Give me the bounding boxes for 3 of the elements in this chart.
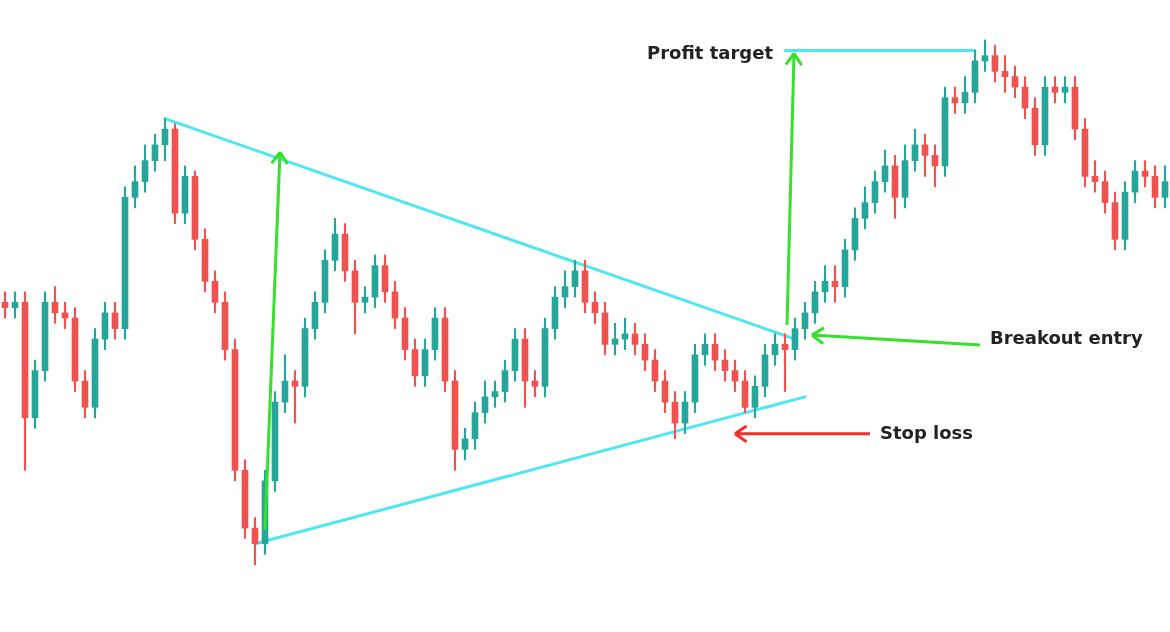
annotation: Stop loss — [880, 421, 974, 443]
annotation: Breakout entry — [990, 326, 1143, 348]
annotation: Profit target — [647, 42, 774, 64]
